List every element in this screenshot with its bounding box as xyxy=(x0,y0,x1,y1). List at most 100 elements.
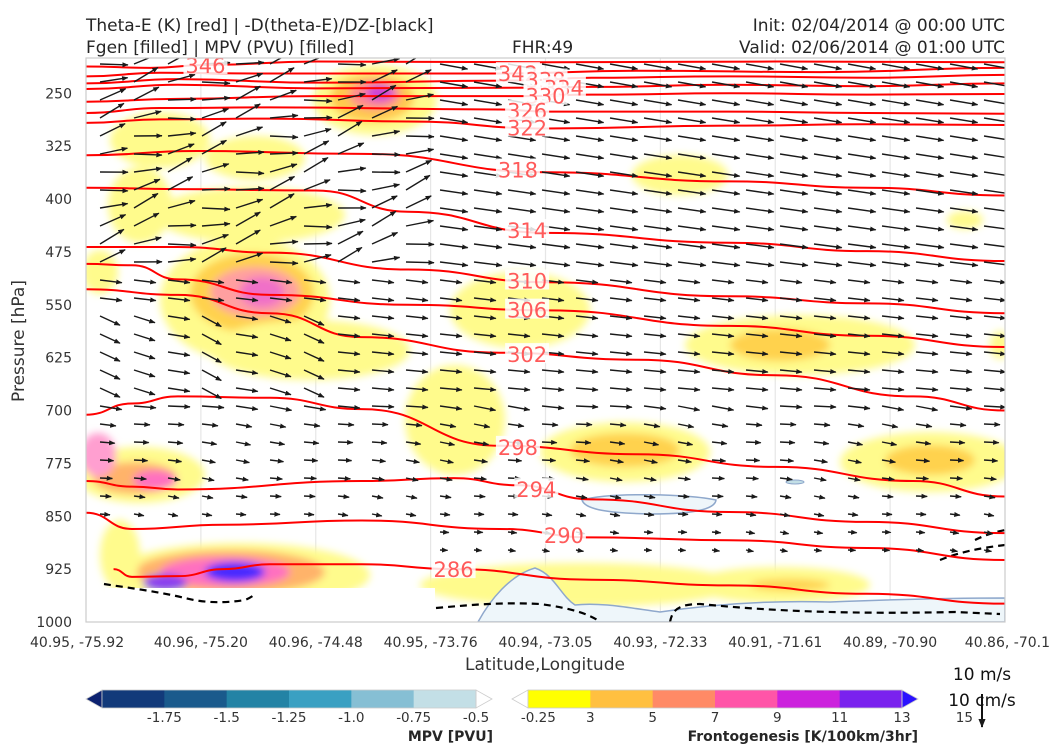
wind-arrow xyxy=(99,76,129,83)
wind-arrow xyxy=(711,153,741,160)
wind-arrow xyxy=(405,297,429,303)
wind-arrow xyxy=(133,212,160,227)
wind-arrow xyxy=(609,279,633,285)
colorbar-extend-right xyxy=(475,689,493,709)
contour-label-bg xyxy=(183,58,228,75)
wind-arrow xyxy=(575,171,605,178)
theta-e-contour xyxy=(86,60,1005,69)
wind-arrow xyxy=(949,243,979,250)
wind-arrow xyxy=(575,261,605,268)
wind-arrow xyxy=(711,81,741,89)
wind-arrow xyxy=(881,207,911,214)
wind-arrow xyxy=(235,405,259,411)
wind-arrow xyxy=(711,99,741,107)
x-tick-label: 40.91, -71.61 xyxy=(728,635,822,651)
wind-arrow xyxy=(371,494,384,500)
wind-arrow xyxy=(779,458,795,464)
wind-arrow xyxy=(269,67,295,83)
wind-arrow xyxy=(99,405,123,412)
wind-arrow xyxy=(99,351,121,362)
wind-arrow xyxy=(643,386,667,392)
wind-arrow xyxy=(371,386,395,392)
wind-arrow xyxy=(133,439,150,445)
wind-arrow xyxy=(201,494,214,500)
wind-arrow xyxy=(541,153,571,160)
wind-arrow xyxy=(303,297,327,303)
quiver-key-horizontal: 10 m/s xyxy=(953,665,1011,685)
wind-arrow xyxy=(439,243,469,250)
theta-e-label: 286 xyxy=(434,558,474,582)
wind-arrow xyxy=(541,386,565,392)
wind-arrow xyxy=(915,81,945,89)
wind-arrow xyxy=(847,153,877,160)
wind-arrow xyxy=(575,404,599,410)
x-axis-label: Latitude,Longitude xyxy=(465,655,625,675)
wind-arrow xyxy=(949,333,973,339)
wind-arrow xyxy=(847,243,877,250)
contour-label-bg xyxy=(505,219,550,240)
wind-arrow xyxy=(881,333,905,339)
wind-arrow xyxy=(813,207,843,214)
wind-arrow xyxy=(881,117,911,125)
wind-arrow xyxy=(983,297,1005,303)
theta-e-label: 302 xyxy=(507,343,547,367)
wind-arrow xyxy=(609,422,627,428)
wind-arrow xyxy=(609,99,639,107)
wind-arrow xyxy=(473,386,497,392)
wind-arrow xyxy=(575,243,605,250)
wind-arrow xyxy=(303,333,325,344)
x-tick-label: 40.93, -72.33 xyxy=(613,635,707,651)
wind-arrow xyxy=(643,405,667,411)
wind-arrow xyxy=(133,236,162,245)
wind-arrow xyxy=(371,105,399,119)
wind-arrow xyxy=(473,493,486,499)
mpv-colorbar: -1.75 -1.5 -1.25 -1.0 -0.75 -0.5 -0.25 xyxy=(85,689,556,726)
wind-arrow xyxy=(269,58,283,65)
colorbar-segment xyxy=(590,690,654,708)
contour-label-bg xyxy=(495,158,540,179)
wind-arrow xyxy=(677,135,707,143)
wind-arrow xyxy=(779,494,792,500)
wind-arrow xyxy=(949,117,979,125)
wind-arrow xyxy=(99,279,123,285)
wind-arrow xyxy=(473,547,483,553)
wind-arrow xyxy=(303,253,332,263)
wind-arrow xyxy=(99,387,121,398)
wind-arrow xyxy=(949,171,979,178)
wind-arrow xyxy=(643,369,667,375)
wind-arrow xyxy=(711,475,726,481)
wind-arrow xyxy=(915,225,945,232)
y-tick-label: 700 xyxy=(45,404,72,420)
wind-arrow xyxy=(167,73,196,83)
wind-arrow xyxy=(269,215,297,227)
wind-arrow xyxy=(949,369,973,375)
wind-arrow xyxy=(269,405,293,412)
wind-arrow xyxy=(949,439,966,446)
wind-arrow xyxy=(99,511,111,517)
wind-arrow xyxy=(201,247,227,263)
wind-arrow xyxy=(507,529,518,535)
wind-arrow xyxy=(473,135,503,143)
y-tick-label: 775 xyxy=(45,456,72,472)
wind-arrow xyxy=(609,440,626,446)
wind-arrow xyxy=(337,475,351,481)
wind-arrow xyxy=(983,243,1005,248)
wind-arrow xyxy=(235,72,264,83)
wind-arrow xyxy=(405,93,435,101)
title-right-1: Init: 02/04/2014 @ 00:00 UTC xyxy=(753,16,1005,36)
wind-arrow xyxy=(235,279,259,285)
wind-arrow xyxy=(405,134,435,140)
wind-arrow xyxy=(779,189,809,196)
wind-arrow xyxy=(915,315,939,321)
wind-arrow xyxy=(677,243,707,250)
wind-arrow xyxy=(983,207,1005,212)
wind-arrow xyxy=(337,297,361,303)
wind-arrow xyxy=(337,246,363,263)
y-tick-label: 475 xyxy=(45,245,72,261)
wind-arrow xyxy=(405,422,423,428)
wind-arrow xyxy=(881,386,905,392)
wind-arrow xyxy=(371,440,388,446)
wind-arrow xyxy=(541,439,558,445)
wind-arrow xyxy=(983,476,997,482)
wind-arrow xyxy=(609,207,639,214)
